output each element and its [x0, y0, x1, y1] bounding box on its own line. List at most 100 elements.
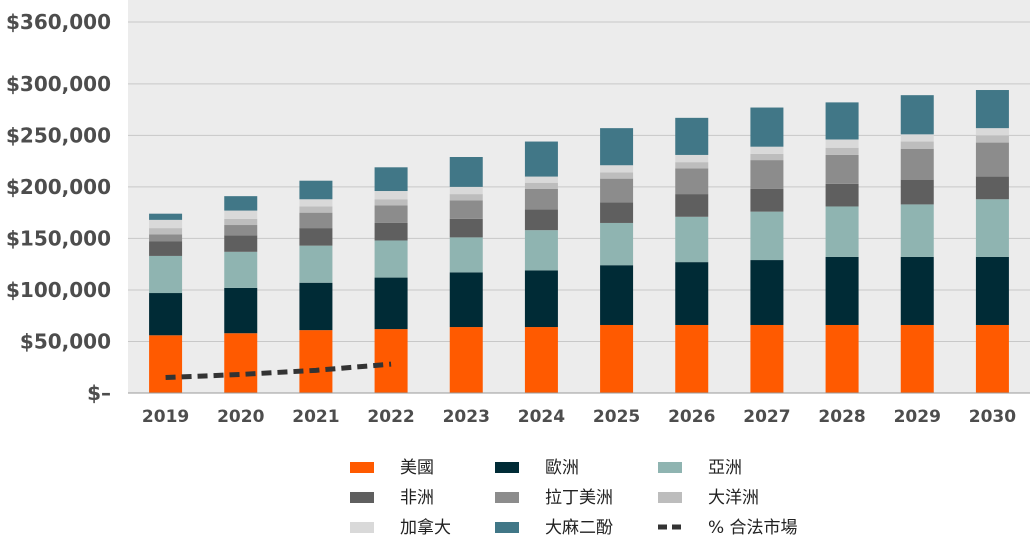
- bar-segment-2025-3: [600, 202, 634, 223]
- bar-segment-2030-6: [975, 128, 1009, 136]
- bar-segment-2023-4: [449, 200, 483, 219]
- bar-segment-2019-2: [149, 255, 183, 294]
- legend-swatch: [495, 522, 519, 533]
- bar-segment-2030-4: [975, 142, 1009, 177]
- bar-segment-2022-6: [374, 191, 408, 200]
- x-tick-label: 2028: [818, 407, 865, 427]
- bar-segment-2028-0: [825, 324, 859, 393]
- bar-segment-2025-6: [600, 165, 634, 173]
- bar-segment-2023-2: [449, 237, 483, 273]
- bar-segment-2030-2: [975, 199, 1009, 257]
- bar-segment-2029-4: [900, 148, 934, 180]
- y-tick-label: $200,000: [6, 175, 111, 199]
- y-tick-label: $50,000: [20, 329, 111, 353]
- x-tick-label: 2019: [142, 407, 189, 427]
- bar-segment-2027-6: [750, 146, 784, 154]
- bar-segment-2029-3: [900, 179, 934, 205]
- bar-segment-2021-5: [299, 206, 333, 213]
- bar-segment-2021-7: [299, 180, 333, 200]
- bar-segment-2021-0: [299, 330, 333, 393]
- bar-segment-2030-3: [975, 176, 1009, 200]
- bar-segment-2027-1: [750, 260, 784, 325]
- x-axis-ticks: 2019 2020 2021 2022 2023 2024 2025 2026 2027 2028…: [142, 407, 1016, 427]
- bar-segment-2028-5: [825, 147, 859, 155]
- bar-segment-2020-5: [224, 218, 258, 226]
- bar-segment-2026-1: [675, 262, 709, 325]
- bar-segment-2029-7: [900, 95, 934, 135]
- bar-segment-2025-0: [600, 324, 634, 393]
- bar-segment-2029-5: [900, 141, 934, 149]
- bar-segment-2021-6: [299, 199, 333, 207]
- bar-segment-2026-0: [675, 324, 709, 393]
- bar-segment-2025-1: [600, 265, 634, 325]
- bar-segment-2029-2: [900, 204, 934, 257]
- x-tick-label: 2020: [217, 407, 264, 427]
- bar-segment-2022-4: [374, 205, 408, 223]
- x-tick-label: 2029: [894, 407, 941, 427]
- bar-segment-2021-4: [299, 212, 333, 229]
- bar-segment-2024-3: [524, 209, 558, 231]
- bar-segment-2024-7: [524, 141, 558, 177]
- bars: [149, 90, 1009, 393]
- bar-segment-2030-0: [975, 324, 1009, 393]
- bar-segment-2028-4: [825, 154, 859, 184]
- x-tick-label: 2027: [743, 407, 790, 427]
- legend-swatch: [350, 522, 374, 533]
- bar-segment-2022-7: [374, 167, 408, 192]
- bar-segment-2027-3: [750, 188, 784, 212]
- bar-segment-2027-0: [750, 324, 784, 393]
- bar-segment-2029-1: [900, 256, 934, 325]
- x-tick-label: 2022: [367, 407, 414, 427]
- bar-segment-2027-2: [750, 211, 784, 261]
- y-tick-label: $150,000: [6, 226, 111, 250]
- bar-segment-2020-6: [224, 210, 258, 219]
- bar-segment-2025-4: [600, 178, 634, 203]
- legend-label: 歐洲: [545, 458, 579, 478]
- x-tick-label: 2024: [518, 407, 565, 427]
- bar-segment-2026-5: [675, 162, 709, 169]
- bar-segment-2021-2: [299, 245, 333, 283]
- y-tick-label: $–: [87, 381, 111, 405]
- bar-segment-2022-5: [374, 199, 408, 206]
- legend-swatch: [495, 492, 519, 503]
- bar-segment-2024-4: [524, 188, 558, 210]
- x-tick-label: 2021: [292, 407, 339, 427]
- bar-segment-2019-7: [149, 213, 183, 220]
- bar-segment-2030-1: [975, 256, 1009, 325]
- y-tick-label: $300,000: [6, 72, 111, 96]
- bar-segment-2019-4: [149, 234, 183, 242]
- legend-label: 加拿大: [400, 517, 451, 538]
- legend-label: 拉丁美洲: [545, 488, 613, 508]
- bar-segment-2023-0: [449, 327, 483, 393]
- legend-label: 大洋洲: [708, 488, 759, 508]
- bar-segment-2026-4: [675, 168, 709, 195]
- bar-segment-2024-5: [524, 182, 558, 189]
- bar-segment-2020-0: [224, 333, 258, 393]
- bar-segment-2023-1: [449, 272, 483, 328]
- bar-segment-2019-0: [149, 335, 183, 393]
- y-axis-ticks: $– $50,000 $100,000 $150,000 $200,000 $250,00…: [6, 10, 111, 405]
- bar-segment-2023-5: [449, 194, 483, 201]
- bar-segment-2025-7: [600, 128, 634, 166]
- bar-segment-2022-2: [374, 240, 408, 278]
- legend-label: 亞洲: [708, 458, 742, 478]
- line-series: [165, 361, 392, 381]
- bar-segment-2019-6: [149, 219, 183, 229]
- bar-segment-2027-5: [750, 153, 784, 161]
- bar-segment-2020-4: [224, 225, 258, 236]
- y-tick-label: $360,000: [6, 10, 111, 34]
- bar-segment-2021-3: [299, 228, 333, 246]
- bar-segment-2028-2: [825, 206, 859, 257]
- bar-segment-2026-2: [675, 216, 709, 263]
- x-tick-label: 2026: [668, 407, 715, 427]
- bar-segment-2023-3: [449, 218, 483, 238]
- bar-segment-2020-2: [224, 251, 258, 288]
- legend-label: 大麻二酚: [545, 518, 613, 538]
- bar-segment-2028-6: [825, 139, 859, 148]
- legend-swatch: [495, 462, 519, 473]
- bar-segment-2022-1: [374, 277, 408, 330]
- x-tick-label: 2025: [593, 407, 640, 427]
- bar-segment-2028-1: [825, 256, 859, 325]
